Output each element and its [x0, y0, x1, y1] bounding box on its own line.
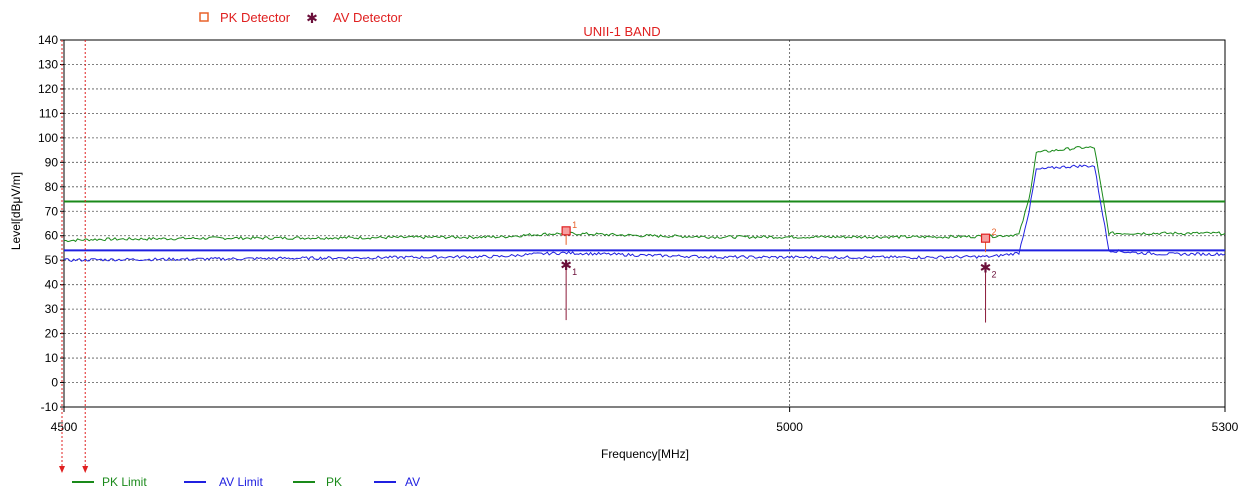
y-tick-label: 110: [39, 106, 58, 120]
av-detector-legend-label: AV Detector: [333, 10, 403, 25]
av-marker-star: ✱: [560, 257, 572, 273]
pk-marker-label: 1: [572, 220, 577, 230]
y-tick-label: 30: [45, 302, 59, 316]
y-tick-label: 0: [51, 376, 58, 390]
av-legend-label: AV: [405, 475, 420, 489]
av-detector-legend-icon: ✱: [306, 10, 318, 26]
trace-pk: [63, 145, 1226, 243]
y-tick-label: 140: [38, 33, 58, 47]
y-tick-label: 10: [45, 351, 59, 365]
av-limit-legend-label: AV Limit: [219, 475, 263, 489]
y-tick-label: 50: [45, 253, 59, 267]
legend-top: PK Detector ✱ AV Detector: [199, 10, 403, 26]
chart-title: UNII-1 BAND: [583, 24, 660, 39]
band-edge-marker-arrow: [59, 466, 65, 473]
pk-marker-square: [561, 226, 571, 236]
pk-marker-label: 2: [992, 227, 997, 237]
pk-legend-label: PK: [326, 475, 342, 489]
x-tick-label: 5300: [1212, 420, 1239, 434]
x-tick-label: 4500: [51, 420, 78, 434]
y-tick-label: 120: [38, 82, 58, 96]
y-tick-label: 40: [45, 278, 59, 292]
pk-detector-legend-icon: [199, 12, 209, 22]
av-marker-label: 2: [992, 270, 997, 280]
pk-limit-legend-label: PK Limit: [102, 475, 147, 489]
plot-background: [64, 40, 1225, 407]
av-marker-star: ✱: [980, 260, 992, 276]
y-tick-label: 130: [38, 57, 58, 71]
x-tick-label: 5000: [776, 420, 803, 434]
trace-av: [63, 164, 1226, 262]
av-marker-label: 1: [572, 267, 577, 277]
y-axis-label: Level[dBμV/m]: [9, 172, 23, 250]
x-axis-label: Frequency[MHz]: [601, 447, 689, 461]
y-tick-label: 90: [45, 155, 59, 169]
y-tick-label: 80: [45, 180, 59, 194]
plot-area: -10 0 10 20 30 40 50 60 70 80 90 100 110 120 130 140 450…: [38, 33, 1239, 473]
y-tick-label: 60: [45, 229, 59, 243]
plot-frame: [63, 39, 1226, 408]
y-tick-label: 70: [45, 204, 59, 218]
y-tick-label: 20: [45, 327, 59, 341]
y-tick-label: 100: [38, 131, 58, 145]
y-tick-label: -10: [41, 400, 59, 414]
legend-bottom: PK Limit AV Limit PK AV: [72, 475, 420, 489]
pk-marker-square: [980, 233, 991, 243]
band-edge-marker-arrow: [82, 466, 89, 473]
pk-detector-legend-label: PK Detector: [220, 10, 291, 25]
